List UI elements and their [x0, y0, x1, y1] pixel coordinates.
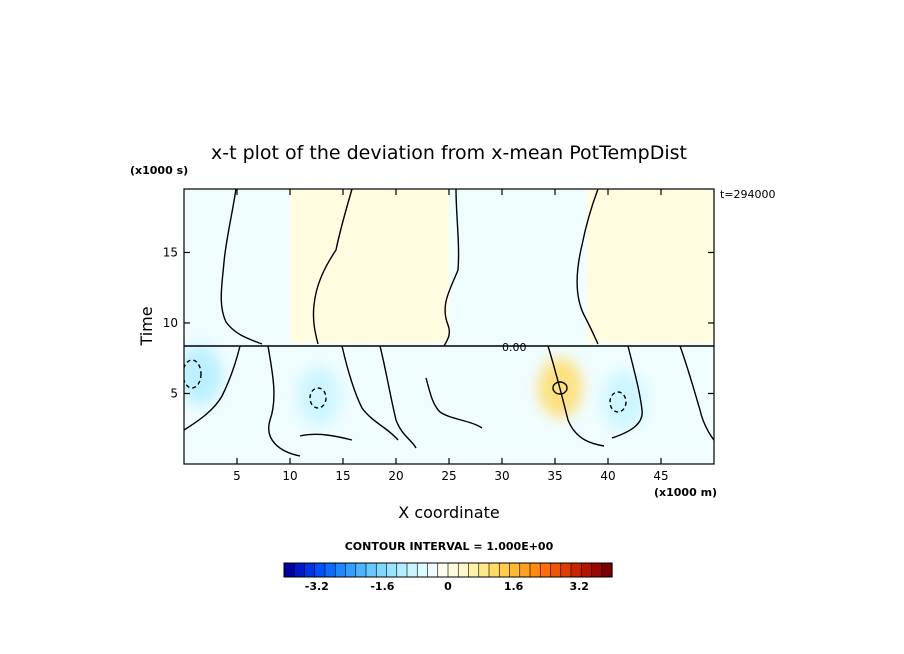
colorbar-swatch	[406, 562, 418, 578]
field-extremum-min	[601, 370, 646, 431]
contour-zero-upper-mid	[443, 189, 460, 347]
contour-zero-upper-left	[220, 189, 263, 345]
colorbar-swatch	[437, 562, 449, 578]
contour-lower-f	[547, 345, 605, 447]
colorbar-swatch	[539, 562, 552, 578]
colorbar-swatch	[365, 562, 377, 578]
colorbar-swatch	[601, 562, 613, 578]
colorbar-swatch	[560, 562, 572, 578]
colorbar-swatch	[529, 562, 541, 578]
colorbar-tick-label: 1.6	[504, 580, 524, 593]
contour-lower-e	[425, 377, 483, 429]
contour-lower-b	[267, 345, 301, 457]
x-tick-label: 45	[653, 469, 668, 483]
contour-lines	[184, 189, 714, 457]
colorbar-swatch	[478, 562, 490, 578]
contour-lower-h	[679, 345, 714, 441]
contour-lower-a	[184, 345, 241, 431]
colorbar-swatch	[427, 562, 439, 578]
colorbar-swatch	[283, 562, 295, 578]
field-region-upper-center-cool	[449, 189, 587, 343]
x-tick-label: 35	[547, 469, 562, 483]
field-region-upper-center-warm	[290, 189, 449, 343]
x-tick-label: 40	[600, 469, 615, 483]
colorbar-swatch	[509, 562, 521, 578]
colorbar-swatch	[468, 562, 480, 578]
colorbar-tick-label: -1.6	[370, 580, 394, 593]
colorbar-swatch	[355, 562, 367, 578]
colorbar-swatch	[334, 562, 347, 578]
colorbar-swatch	[396, 562, 408, 578]
colorbar	[283, 562, 613, 578]
x-tick-label: 25	[441, 469, 456, 483]
colorbar-swatch	[498, 562, 511, 578]
colorbar-swatch	[304, 562, 316, 578]
contour-neg-min-3	[609, 391, 627, 413]
colorbar-swatch	[416, 562, 429, 578]
colorbar-tick-label: -3.2	[305, 580, 329, 593]
x-tick-label: 10	[282, 469, 297, 483]
x-unit-label: (x1000 m)	[654, 486, 717, 499]
colorbar-swatch	[457, 562, 470, 578]
field-region-upper-right-warm	[586, 189, 714, 343]
x-tick-label: 20	[388, 469, 403, 483]
colorbar-swatch	[375, 562, 388, 578]
colorbar-swatch	[293, 562, 306, 578]
field-extremum-min	[296, 366, 341, 427]
colorbar-swatch	[591, 562, 603, 578]
colorbar-swatch	[519, 562, 531, 578]
colorbar-tick-label: 3.2	[569, 580, 589, 593]
contour-lower-c	[341, 345, 399, 441]
contour-neg-min-1	[184, 359, 202, 389]
colorbar-swatch	[580, 562, 593, 578]
contour-interval-label: CONTOUR INTERVAL = 1.000E+00	[345, 540, 554, 553]
x-axis: 5 10 15 20 25 30 35 40 45	[233, 189, 669, 483]
x-tick-label: 15	[335, 469, 350, 483]
colorbar-ticks: -3.2 -1.6 0 1.6 3.2	[305, 580, 589, 593]
x-tick-label: 5	[233, 469, 241, 483]
chart-title: x-t plot of the deviation from x-mean Po…	[211, 142, 687, 164]
field-regions	[184, 189, 714, 464]
contour-lower-d	[379, 345, 417, 449]
y-unit-label: (x1000 s)	[130, 164, 188, 177]
contour-neg-min-2	[309, 387, 327, 409]
colorbar-swatch	[488, 562, 500, 578]
field-region-upper-left-cool	[184, 189, 290, 343]
colorbar-swatch	[324, 562, 336, 578]
y-tick-label: 15	[163, 245, 178, 259]
colorbar-swatch	[447, 562, 459, 578]
colorbar-swatch	[314, 562, 326, 578]
contour-lower-g	[611, 345, 643, 439]
plot-area	[184, 189, 714, 464]
y-tick-label: 10	[163, 316, 178, 330]
colorbar-swatch	[386, 562, 398, 578]
colorbar-swatch	[570, 562, 582, 578]
y-tick-label: 5	[170, 386, 178, 400]
contour-lower-i	[299, 433, 353, 441]
colorbar-frame	[283, 562, 613, 578]
y-axis-label: Time	[137, 306, 156, 346]
contour-zero-label: 0.00	[502, 341, 527, 354]
contour-pos-max	[552, 381, 568, 395]
contour-zero-upper-right	[576, 189, 599, 345]
time-annotation: t=294000	[720, 188, 776, 201]
contour-zero-upper-center	[312, 189, 353, 345]
colorbar-tick-label: 0	[444, 580, 452, 593]
colorbar-swatch	[345, 562, 357, 578]
y-axis: 5 10 15	[163, 245, 714, 400]
x-axis-label: X coordinate	[398, 503, 499, 522]
x-tick-label: 30	[494, 469, 509, 483]
colorbar-swatch	[550, 562, 562, 578]
